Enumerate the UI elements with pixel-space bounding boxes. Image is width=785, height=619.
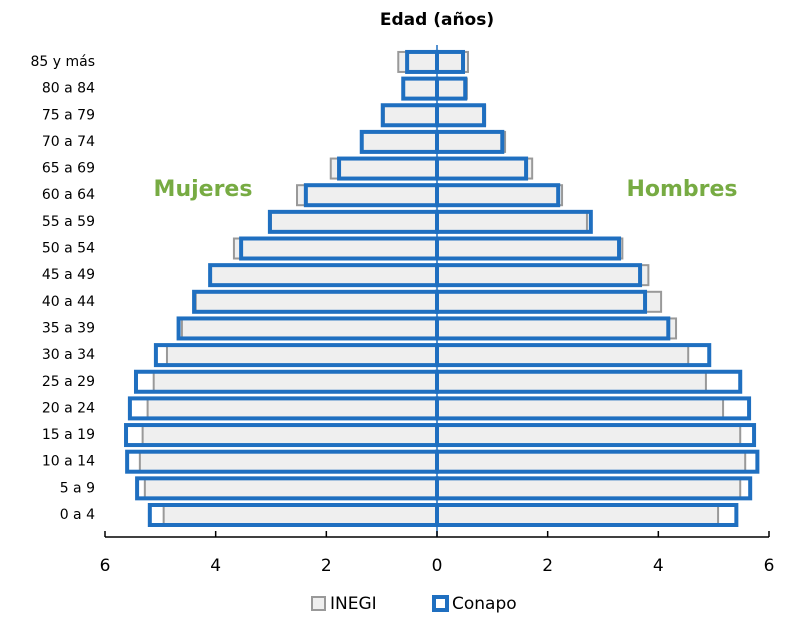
y-tick-label: 20 a 24 [42,400,95,416]
bar [360,130,438,153]
legend-swatch [432,595,449,612]
y-tick-label: 5 a 9 [60,480,95,496]
y-tick-label: 55 a 59 [42,214,95,230]
bar [329,157,439,180]
bar [146,397,439,420]
legend-label: INEGI [330,594,377,614]
x-tick-label: 2 [542,556,553,576]
bar [141,424,438,447]
bar [162,504,439,526]
y-tick-label: 0 a 4 [60,507,95,523]
bar [436,104,487,127]
x-tick-label: 6 [764,556,775,576]
bar [436,317,678,340]
bar [436,210,588,233]
bar [436,370,707,393]
chart-title: Edad (años) [380,10,494,30]
y-tick-label: 30 a 34 [42,347,95,363]
x-tick-label: 2 [321,556,332,576]
bar [436,344,690,367]
bar [436,77,468,100]
bar [165,344,438,367]
y-tick-label: 25 a 29 [42,374,95,390]
bar [296,184,438,207]
bar [402,77,438,100]
bar [436,130,507,153]
bar [436,237,624,260]
y-tick-label: 80 a 84 [42,81,95,97]
y-tick-label: 35 a 39 [42,320,95,336]
y-tick-label: 10 a 14 [42,454,95,470]
side-label: Mujeres [154,177,253,202]
legend-label: Conapo [452,594,517,614]
bar [436,290,663,313]
bar [209,264,438,287]
x-tick-label: 4 [210,556,221,576]
y-tick-label: 40 a 44 [42,294,95,310]
bar [436,450,747,473]
bar [436,424,742,447]
x-tick-label: 0 [432,556,443,576]
bar [270,210,438,233]
bar [180,317,438,340]
y-tick-label: 70 a 74 [42,134,95,150]
bar [152,370,438,393]
bar [436,477,742,500]
y-tick-label: 75 a 79 [42,107,95,123]
bar [436,157,534,180]
bar [436,504,720,526]
x-tick-label: 4 [653,556,664,576]
bar [143,477,438,500]
bar [436,264,650,287]
bar [382,104,439,127]
y-tick-label: 50 a 54 [42,241,95,257]
y-tick-label: 15 a 19 [42,427,95,443]
y-tick-label: 60 a 64 [42,187,95,203]
bar [232,237,438,260]
y-tick-label: 65 a 69 [42,161,95,177]
bar [436,397,725,420]
y-tick-label: 85 y más [30,54,95,70]
bar [194,290,438,313]
bar [397,50,438,73]
y-tick-label: 45 a 49 [42,267,95,283]
bar [436,184,564,207]
side-label: Hombres [626,177,737,202]
legend-swatch [311,596,326,611]
x-tick-label: 6 [100,556,111,576]
bar [138,450,439,473]
